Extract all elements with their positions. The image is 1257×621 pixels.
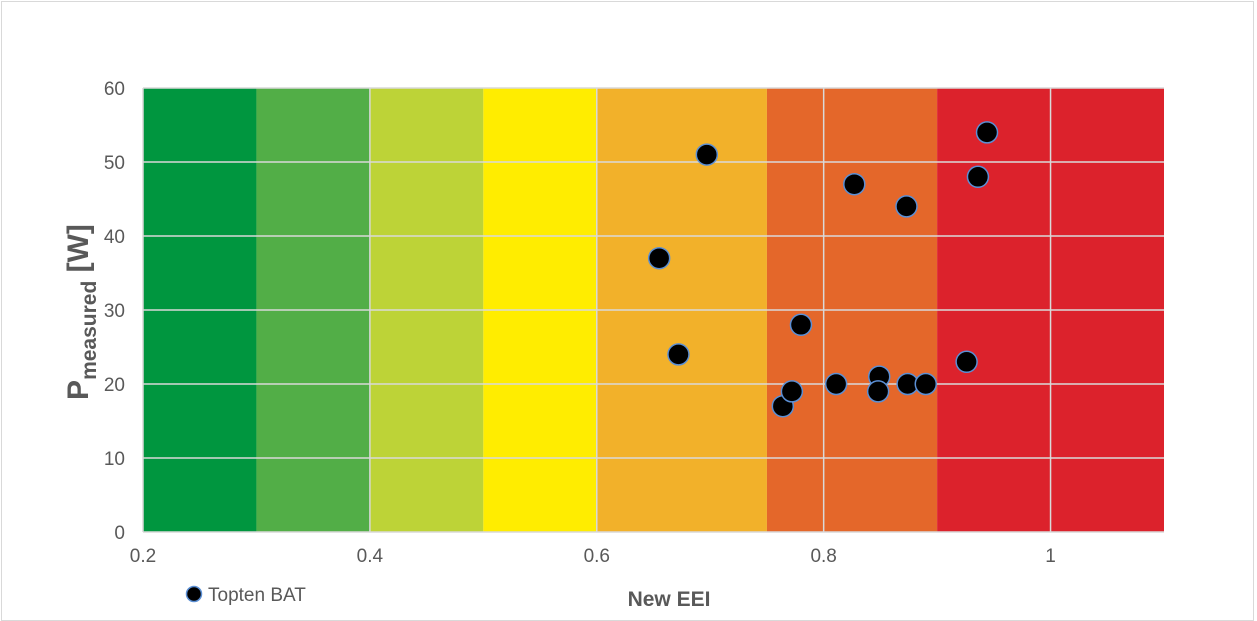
x-tick-label: 0.6 [584, 546, 610, 567]
data-point [780, 380, 804, 403]
data-points [647, 121, 999, 418]
x-axis-title: New EEI [628, 588, 711, 611]
data-point [647, 246, 671, 270]
data-point [895, 195, 918, 218]
data-point [789, 313, 813, 337]
y-axis-title-unit: [W] [62, 224, 95, 281]
gridlines [142, 87, 1164, 533]
data-point [667, 343, 690, 366]
data-point [843, 172, 866, 196]
data-point [824, 372, 848, 396]
x-tick-label: 1 [1045, 546, 1056, 567]
y-tick-label: 40 [104, 227, 125, 248]
y-axis-title-subscript: measured [78, 281, 101, 380]
y-tick-label: 50 [104, 153, 125, 174]
y-tick-label: 30 [104, 301, 125, 322]
y-axis-ticks: 0 10 20 30 40 50 60 [104, 79, 125, 544]
legend-marker [185, 585, 203, 603]
legend-label: Topten BAT [208, 585, 306, 606]
data-point [914, 372, 938, 396]
x-tick-label: 0.4 [357, 546, 384, 567]
x-axis-ticks: 0.2 0.4 0.6 0.8 1 [130, 546, 1056, 567]
data-point [695, 143, 719, 166]
y-axis-title-main: P [62, 380, 95, 400]
data-point [966, 165, 990, 189]
y-axis-title: Pmeasured [W] [62, 224, 101, 400]
y-tick-label: 20 [104, 375, 125, 396]
x-tick-label: 0.8 [810, 546, 836, 567]
legend: Topten BAT [185, 585, 306, 606]
data-point [955, 350, 978, 374]
data-point [975, 121, 999, 144]
x-tick-label: 0.2 [130, 546, 156, 567]
y-tick-label: 60 [104, 79, 125, 100]
y-tick-label: 10 [104, 449, 125, 470]
y-tick-label: 0 [114, 523, 125, 544]
data-point [866, 380, 890, 403]
